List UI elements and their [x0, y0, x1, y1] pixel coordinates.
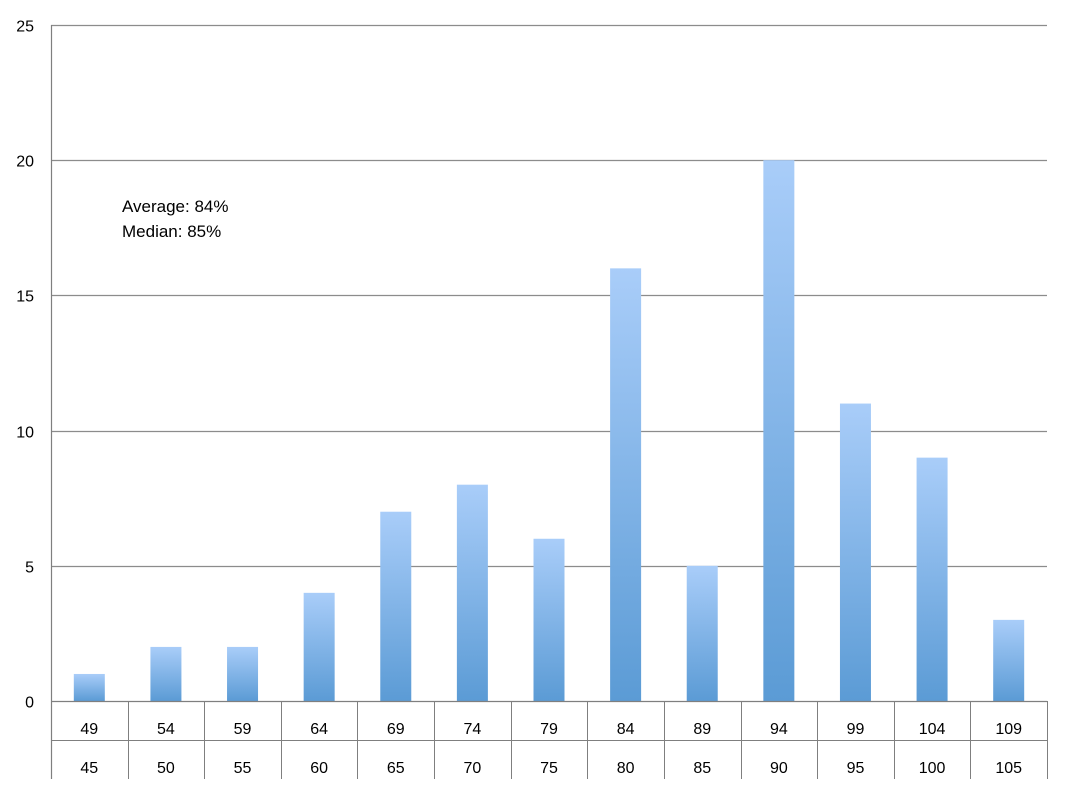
x-tick-label-high: 64: [310, 721, 328, 738]
x-tick-label-low: 50: [157, 760, 175, 777]
median-label: Median: 85%: [122, 222, 222, 241]
x-tick-label-high: 74: [463, 721, 481, 738]
x-tick-label-low: 65: [387, 760, 405, 777]
y-tick-label: 0: [25, 695, 34, 712]
bar: [610, 268, 642, 701]
x-tick-label-high: 54: [157, 721, 175, 738]
bar: [993, 619, 1025, 701]
bar: [227, 646, 259, 701]
bar: [916, 457, 948, 701]
y-tick-label: 10: [16, 425, 34, 442]
x-tick-label-high: 89: [693, 721, 711, 738]
summary-annotation: Average: 84% Median: 85%: [122, 194, 228, 244]
y-tick-label: 15: [16, 289, 34, 306]
average-label: Average: 84%: [122, 197, 229, 216]
x-tick-label-high: 94: [770, 721, 788, 738]
x-tick-label-high: 69: [387, 721, 405, 738]
x-tick-label-low: 85: [693, 760, 711, 777]
y-tick-label: 5: [25, 560, 34, 577]
bar: [533, 538, 565, 701]
x-tick-label-low: 70: [463, 760, 481, 777]
bar: [839, 403, 871, 701]
x-tick-label-low: 90: [770, 760, 788, 777]
x-tick-label-low: 105: [995, 760, 1022, 777]
bar: [456, 484, 488, 701]
x-tick-label-high: 59: [234, 721, 252, 738]
x-tick-label-low: 95: [847, 760, 865, 777]
bar: [303, 592, 335, 701]
x-tick-label-high: 109: [995, 721, 1022, 738]
x-tick-label-low: 80: [617, 760, 635, 777]
x-tick-label-low: 55: [234, 760, 252, 777]
x-tick-label-high: 79: [540, 721, 558, 738]
bar: [150, 646, 182, 701]
x-tick-label-high: 49: [80, 721, 98, 738]
bar: [380, 511, 412, 701]
x-tick-label-high: 99: [847, 721, 865, 738]
x-tick-label-high: 104: [919, 721, 946, 738]
x-tick-label-low: 60: [310, 760, 328, 777]
y-tick-label: 25: [16, 19, 34, 36]
bar: [763, 160, 795, 701]
y-tick-label: 20: [16, 154, 34, 171]
x-tick-label-low: 100: [919, 760, 946, 777]
bar: [73, 673, 105, 701]
bar: [686, 565, 718, 701]
x-tick-label-low: 75: [540, 760, 558, 777]
x-tick-label-low: 45: [80, 760, 98, 777]
x-tick-label-high: 84: [617, 721, 635, 738]
